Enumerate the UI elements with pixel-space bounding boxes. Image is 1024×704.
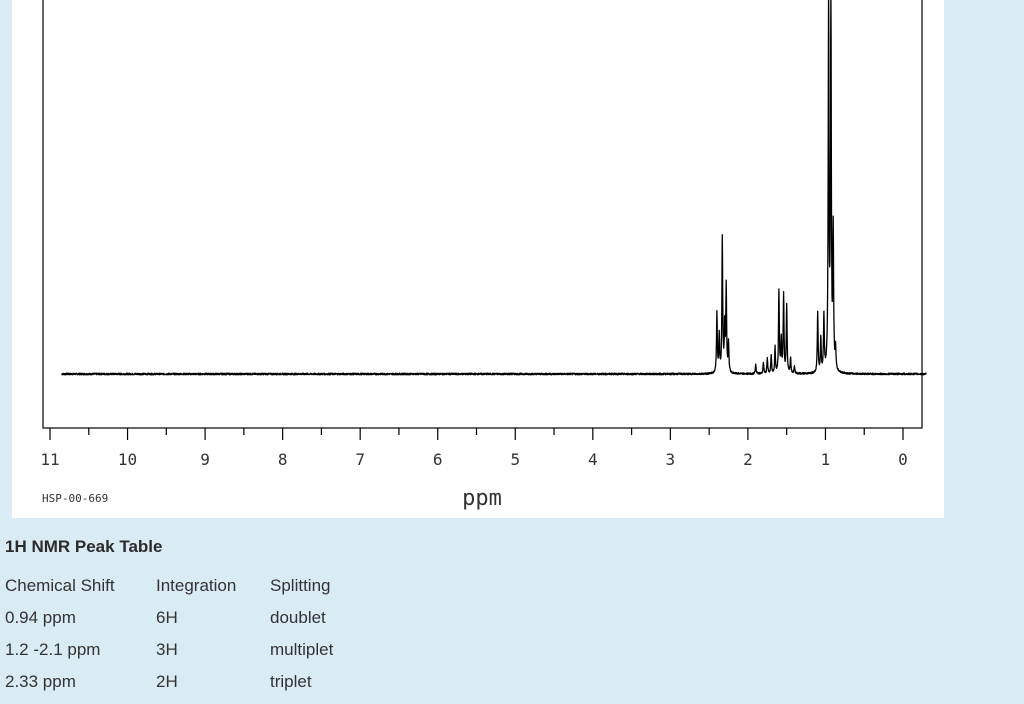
x-axis-label: ppm	[462, 486, 502, 511]
x-tick-label: 8	[278, 450, 288, 469]
peak-table: Chemical Shift Integration Splitting 0.9…	[1, 570, 337, 698]
table-cell-shift: 0.94 ppm	[5, 608, 76, 627]
x-tick-label: 4	[588, 450, 598, 469]
column-header-chemical-shift: Chemical Shift	[5, 576, 115, 595]
column-header-splitting: Splitting	[270, 576, 331, 595]
plot-frame	[42, 0, 923, 429]
sample-id-label: HSP-00-669	[42, 492, 108, 505]
peak-table-section: 1H NMR Peak Table Chemical Shift Integra…	[0, 530, 600, 698]
table-cell-integration: 3H	[156, 640, 178, 659]
x-tick-label: 2	[743, 450, 753, 469]
table-cell-integration: 2H	[156, 672, 178, 691]
spectrum-trace	[61, 0, 927, 376]
x-tick-label: 1	[821, 450, 831, 469]
x-tick-label: 9	[200, 450, 210, 469]
table-cell-splitting: doublet	[270, 608, 326, 627]
table-row: 1.2 -2.1 ppm 3H multiplet	[1, 634, 337, 666]
x-tick-label: 3	[666, 450, 676, 469]
table-cell-shift: 2.33 ppm	[5, 672, 76, 691]
peak-table-title: 1H NMR Peak Table	[5, 537, 163, 556]
table-header-row: Chemical Shift Integration Splitting	[1, 570, 337, 602]
x-tick-label: 6	[433, 450, 443, 469]
x-tick-label: 10	[118, 450, 137, 469]
table-cell-splitting: multiplet	[270, 640, 334, 659]
table-cell-shift: 1.2 -2.1 ppm	[5, 640, 101, 659]
table-cell-splitting: triplet	[270, 672, 312, 691]
table-cell-integration: 6H	[156, 608, 178, 627]
spectrum-panel: 11 10 9 8 7 6 5 4 3 2 1 0 HSP-00-669 ppm	[12, 0, 944, 518]
table-row: 2.33 ppm 2H triplet	[1, 666, 337, 698]
x-tick-label: 7	[355, 450, 365, 469]
x-tick-label: 5	[510, 450, 520, 469]
x-tick-label: 0	[898, 450, 908, 469]
nmr-spectrum-chart: 11 10 9 8 7 6 5 4 3 2 1 0 HSP-00-669 ppm	[40, 0, 927, 511]
table-row: 0.94 ppm 6H doublet	[1, 602, 337, 634]
column-header-integration: Integration	[156, 576, 237, 595]
x-tick-label: 11	[40, 450, 59, 469]
